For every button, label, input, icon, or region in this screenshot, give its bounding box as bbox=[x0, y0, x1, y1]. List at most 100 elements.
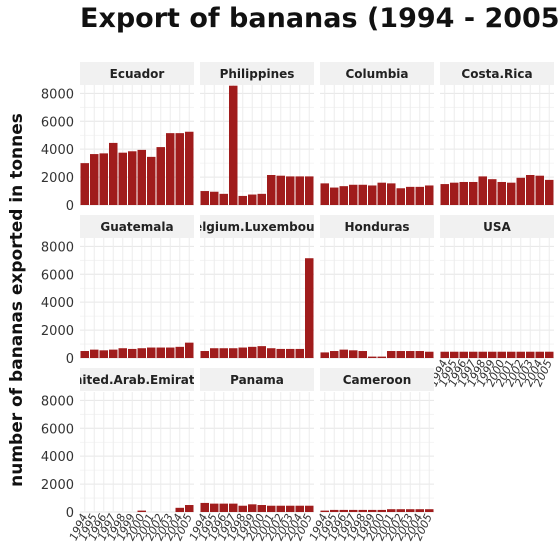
bar bbox=[267, 175, 276, 205]
bar bbox=[305, 258, 314, 358]
bar bbox=[147, 347, 156, 358]
panel-ecuador: Ecuador 0 2000 4000 6000 8000 bbox=[41, 62, 194, 214]
panel-costa-rica: Costa.Rica bbox=[440, 62, 554, 206]
bar bbox=[295, 348, 304, 358]
bar bbox=[377, 356, 386, 358]
bar bbox=[330, 351, 339, 358]
y-tick-label: 0 bbox=[66, 506, 74, 521]
bar bbox=[286, 176, 295, 205]
bar bbox=[156, 147, 165, 205]
bar bbox=[248, 346, 257, 358]
facet-strip bbox=[80, 215, 194, 238]
bar bbox=[330, 187, 339, 205]
y-tick-label: 2000 bbox=[41, 324, 74, 339]
bar bbox=[507, 182, 516, 205]
bar bbox=[406, 351, 415, 358]
bar bbox=[469, 351, 478, 358]
facet-strip bbox=[80, 368, 194, 391]
bar bbox=[535, 351, 544, 358]
panel-honduras: Honduras bbox=[320, 215, 434, 359]
bar bbox=[166, 133, 175, 205]
bar bbox=[229, 85, 238, 205]
facet-label: Ecuador bbox=[110, 67, 165, 81]
facet-strip bbox=[200, 368, 314, 391]
y-tick-label: 8000 bbox=[41, 394, 74, 409]
facet-panels: Ecuador 0 2000 4000 6000 8000 Philippines Colum… bbox=[41, 62, 555, 543]
bar bbox=[320, 183, 329, 205]
bar bbox=[349, 509, 358, 512]
bar bbox=[238, 505, 247, 512]
y-tick-label: 6000 bbox=[41, 422, 74, 437]
y-axis-label: number of bananas exported in tonnes bbox=[7, 113, 27, 487]
bar bbox=[267, 505, 276, 512]
bar bbox=[80, 163, 89, 205]
facet-label: USA bbox=[483, 220, 511, 234]
bar bbox=[450, 182, 459, 205]
y-tick-label: 2000 bbox=[41, 478, 74, 493]
bar bbox=[276, 505, 285, 512]
bar bbox=[415, 186, 424, 205]
panel-cameroon: Cameroon19941995199619971998199920002001… bbox=[307, 368, 435, 543]
bar bbox=[109, 142, 118, 205]
facet-label: Panama bbox=[230, 373, 284, 387]
y-tick-label: 2000 bbox=[41, 171, 74, 186]
bar bbox=[175, 133, 184, 205]
bar bbox=[440, 351, 449, 358]
bar bbox=[210, 191, 219, 205]
bar bbox=[229, 503, 238, 512]
bar bbox=[118, 152, 127, 205]
bar bbox=[478, 176, 487, 205]
bar bbox=[440, 184, 449, 205]
bar bbox=[387, 351, 396, 358]
bar bbox=[238, 195, 247, 205]
bar bbox=[257, 346, 266, 358]
bar bbox=[99, 153, 108, 205]
facet-strip bbox=[320, 368, 434, 391]
bar bbox=[175, 346, 184, 358]
bar bbox=[425, 509, 434, 512]
bar bbox=[459, 351, 468, 358]
bar bbox=[276, 348, 285, 358]
bar bbox=[305, 505, 314, 512]
bar bbox=[330, 509, 339, 512]
bar bbox=[90, 349, 99, 358]
facet-label: Costa.Rica bbox=[461, 67, 532, 81]
bar bbox=[415, 351, 424, 358]
facet-label: Guatemala bbox=[100, 220, 173, 234]
panel-panama: Panama1994199519961997199819992000200120… bbox=[187, 368, 315, 543]
y-tick-label: 4000 bbox=[41, 450, 74, 465]
bar bbox=[488, 351, 497, 358]
bar bbox=[219, 503, 228, 512]
bar bbox=[545, 351, 554, 358]
bar bbox=[90, 154, 99, 205]
bar bbox=[368, 356, 377, 358]
bar bbox=[257, 505, 266, 512]
bar bbox=[358, 184, 367, 205]
y-tick-label: 8000 bbox=[41, 240, 74, 255]
bar bbox=[377, 182, 386, 205]
bar bbox=[516, 177, 525, 205]
bar bbox=[305, 176, 314, 205]
bar bbox=[339, 186, 348, 205]
bar bbox=[320, 352, 329, 358]
panel-usa: USA1994199519961997199819992000200120022… bbox=[427, 215, 555, 389]
bar bbox=[200, 351, 209, 358]
bar bbox=[257, 193, 266, 205]
bar bbox=[147, 156, 156, 205]
bar bbox=[295, 176, 304, 205]
panel-united-arab-emirates: United.Arab.Emirates02000400060008000199… bbox=[41, 368, 210, 543]
y-tick-label: 6000 bbox=[41, 268, 74, 283]
bar bbox=[175, 507, 184, 512]
bar bbox=[267, 348, 276, 358]
y-tick-label: 4000 bbox=[41, 296, 74, 311]
bar bbox=[295, 505, 304, 512]
bar bbox=[459, 181, 468, 205]
bar bbox=[406, 509, 415, 512]
bar bbox=[156, 347, 165, 358]
panel-guatemala: Guatemala 0 2000 4000 6000 8000 bbox=[41, 215, 194, 367]
facet-label: Philippines bbox=[220, 67, 295, 81]
bar bbox=[368, 509, 377, 512]
facet-label: United.Arab.Emirates bbox=[64, 373, 210, 387]
bar bbox=[248, 504, 257, 512]
bar bbox=[219, 348, 228, 358]
